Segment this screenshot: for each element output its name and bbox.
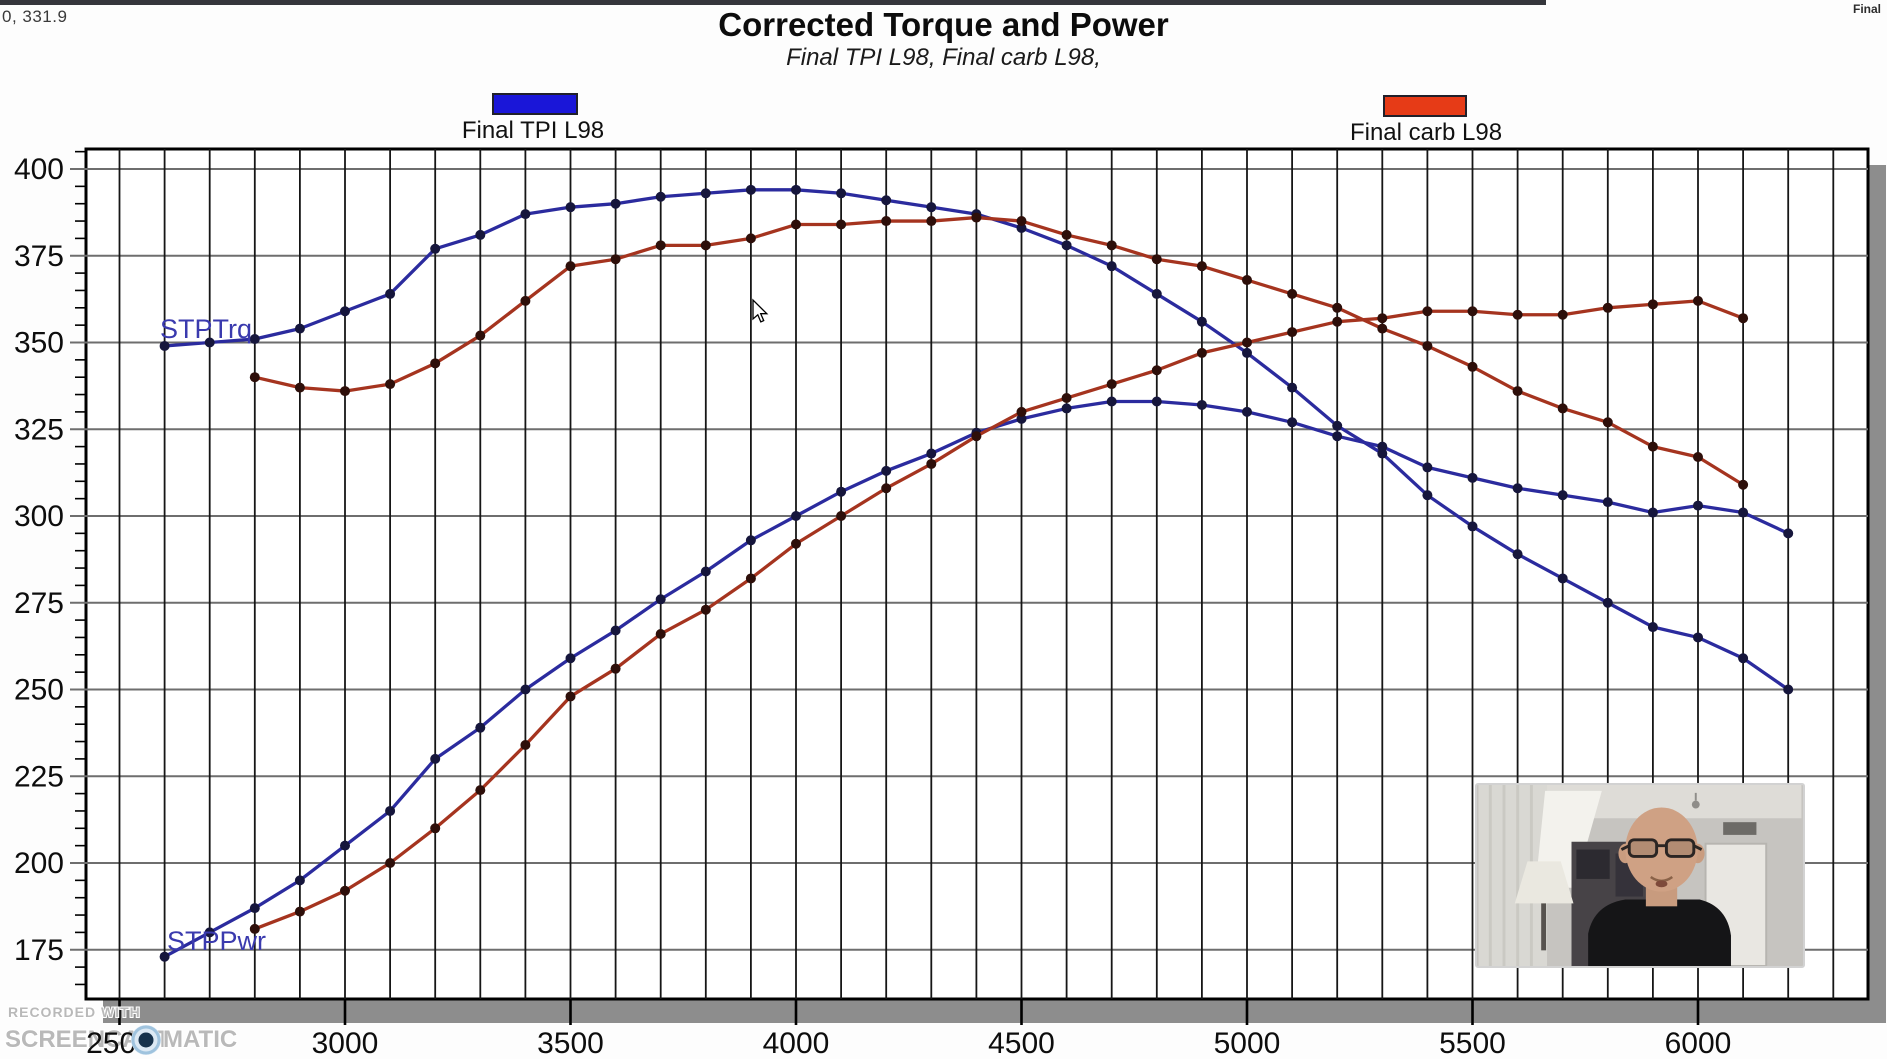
top-right-clipped-text: Final — [1852, 2, 1881, 16]
svg-text:400: 400 — [14, 153, 64, 186]
watermark-line1: RECORDED WITH — [8, 1004, 141, 1020]
svg-text:6000: 6000 — [1665, 1027, 1732, 1059]
webcam-overlay — [1475, 783, 1805, 968]
plot-shadow-bottom — [103, 999, 1884, 1023]
svg-text:5000: 5000 — [1214, 1027, 1281, 1059]
series-0 — [159, 184, 1794, 695]
svg-text:200: 200 — [14, 847, 64, 880]
x-major-ticks — [118, 999, 1700, 1025]
svg-text:275: 275 — [14, 587, 64, 620]
webcam-lamp-pole — [1541, 903, 1547, 951]
svg-text:350: 350 — [14, 327, 64, 360]
plot-shadow-right — [1868, 165, 1886, 1023]
y-axis-labels: 175 200 225 250 275 300 325 350 375 400 — [14, 153, 64, 967]
webcam-person-glasses — [1620, 838, 1703, 858]
webcam-vent — [1723, 822, 1757, 835]
webcam-person-head — [1625, 807, 1698, 892]
svg-text:300: 300 — [14, 500, 64, 533]
legend-label-carb: Final carb L98 — [1349, 119, 1503, 146]
svg-text:3000: 3000 — [312, 1027, 379, 1059]
webcam-person-torso — [1588, 899, 1731, 966]
svg-text:250: 250 — [14, 674, 64, 707]
legend-swatch-tpi — [492, 93, 578, 115]
svg-text:5500: 5500 — [1439, 1027, 1506, 1059]
svg-text:375: 375 — [14, 240, 64, 273]
legend-swatch-carb — [1383, 95, 1467, 117]
svg-text:4500: 4500 — [988, 1027, 1055, 1059]
svg-text:225: 225 — [14, 760, 64, 793]
watermark-matic-text: MATIC — [163, 1026, 237, 1053]
curve-labels: STPTrq STPPwr — [160, 314, 266, 956]
series-3 — [249, 295, 1749, 934]
svg-text:3500: 3500 — [537, 1027, 604, 1059]
curve-label-stppwr: STPPwr — [167, 926, 266, 956]
svg-text:4000: 4000 — [763, 1027, 830, 1059]
svg-text:325: 325 — [14, 413, 64, 446]
y-minor-ticks — [75, 150, 86, 986]
top-window-strip — [0, 0, 1546, 5]
svg-text:175: 175 — [14, 934, 64, 967]
page-title: Corrected Torque and Power — [718, 6, 1169, 43]
legend-label-tpi: Final TPI L98 — [461, 117, 605, 144]
page-subtitle: Final TPI L98, Final carb L98, — [786, 44, 1101, 71]
watermark-o-logo — [131, 1025, 161, 1055]
series-2 — [249, 212, 1749, 490]
webcam-lamp-shade — [1514, 861, 1574, 904]
mouse-cursor — [752, 298, 769, 323]
x-axis-labels: 2500 3000 3500 4000 4500 5000 5500 6000 — [86, 1027, 1731, 1059]
curve-label-stptrq: STPTrq — [160, 314, 252, 344]
webcam-person-mouth — [1655, 880, 1668, 888]
webcam-ceiling-light — [1691, 800, 1700, 809]
cursor-coordinate-readout: 0, 331.9 — [2, 7, 68, 26]
